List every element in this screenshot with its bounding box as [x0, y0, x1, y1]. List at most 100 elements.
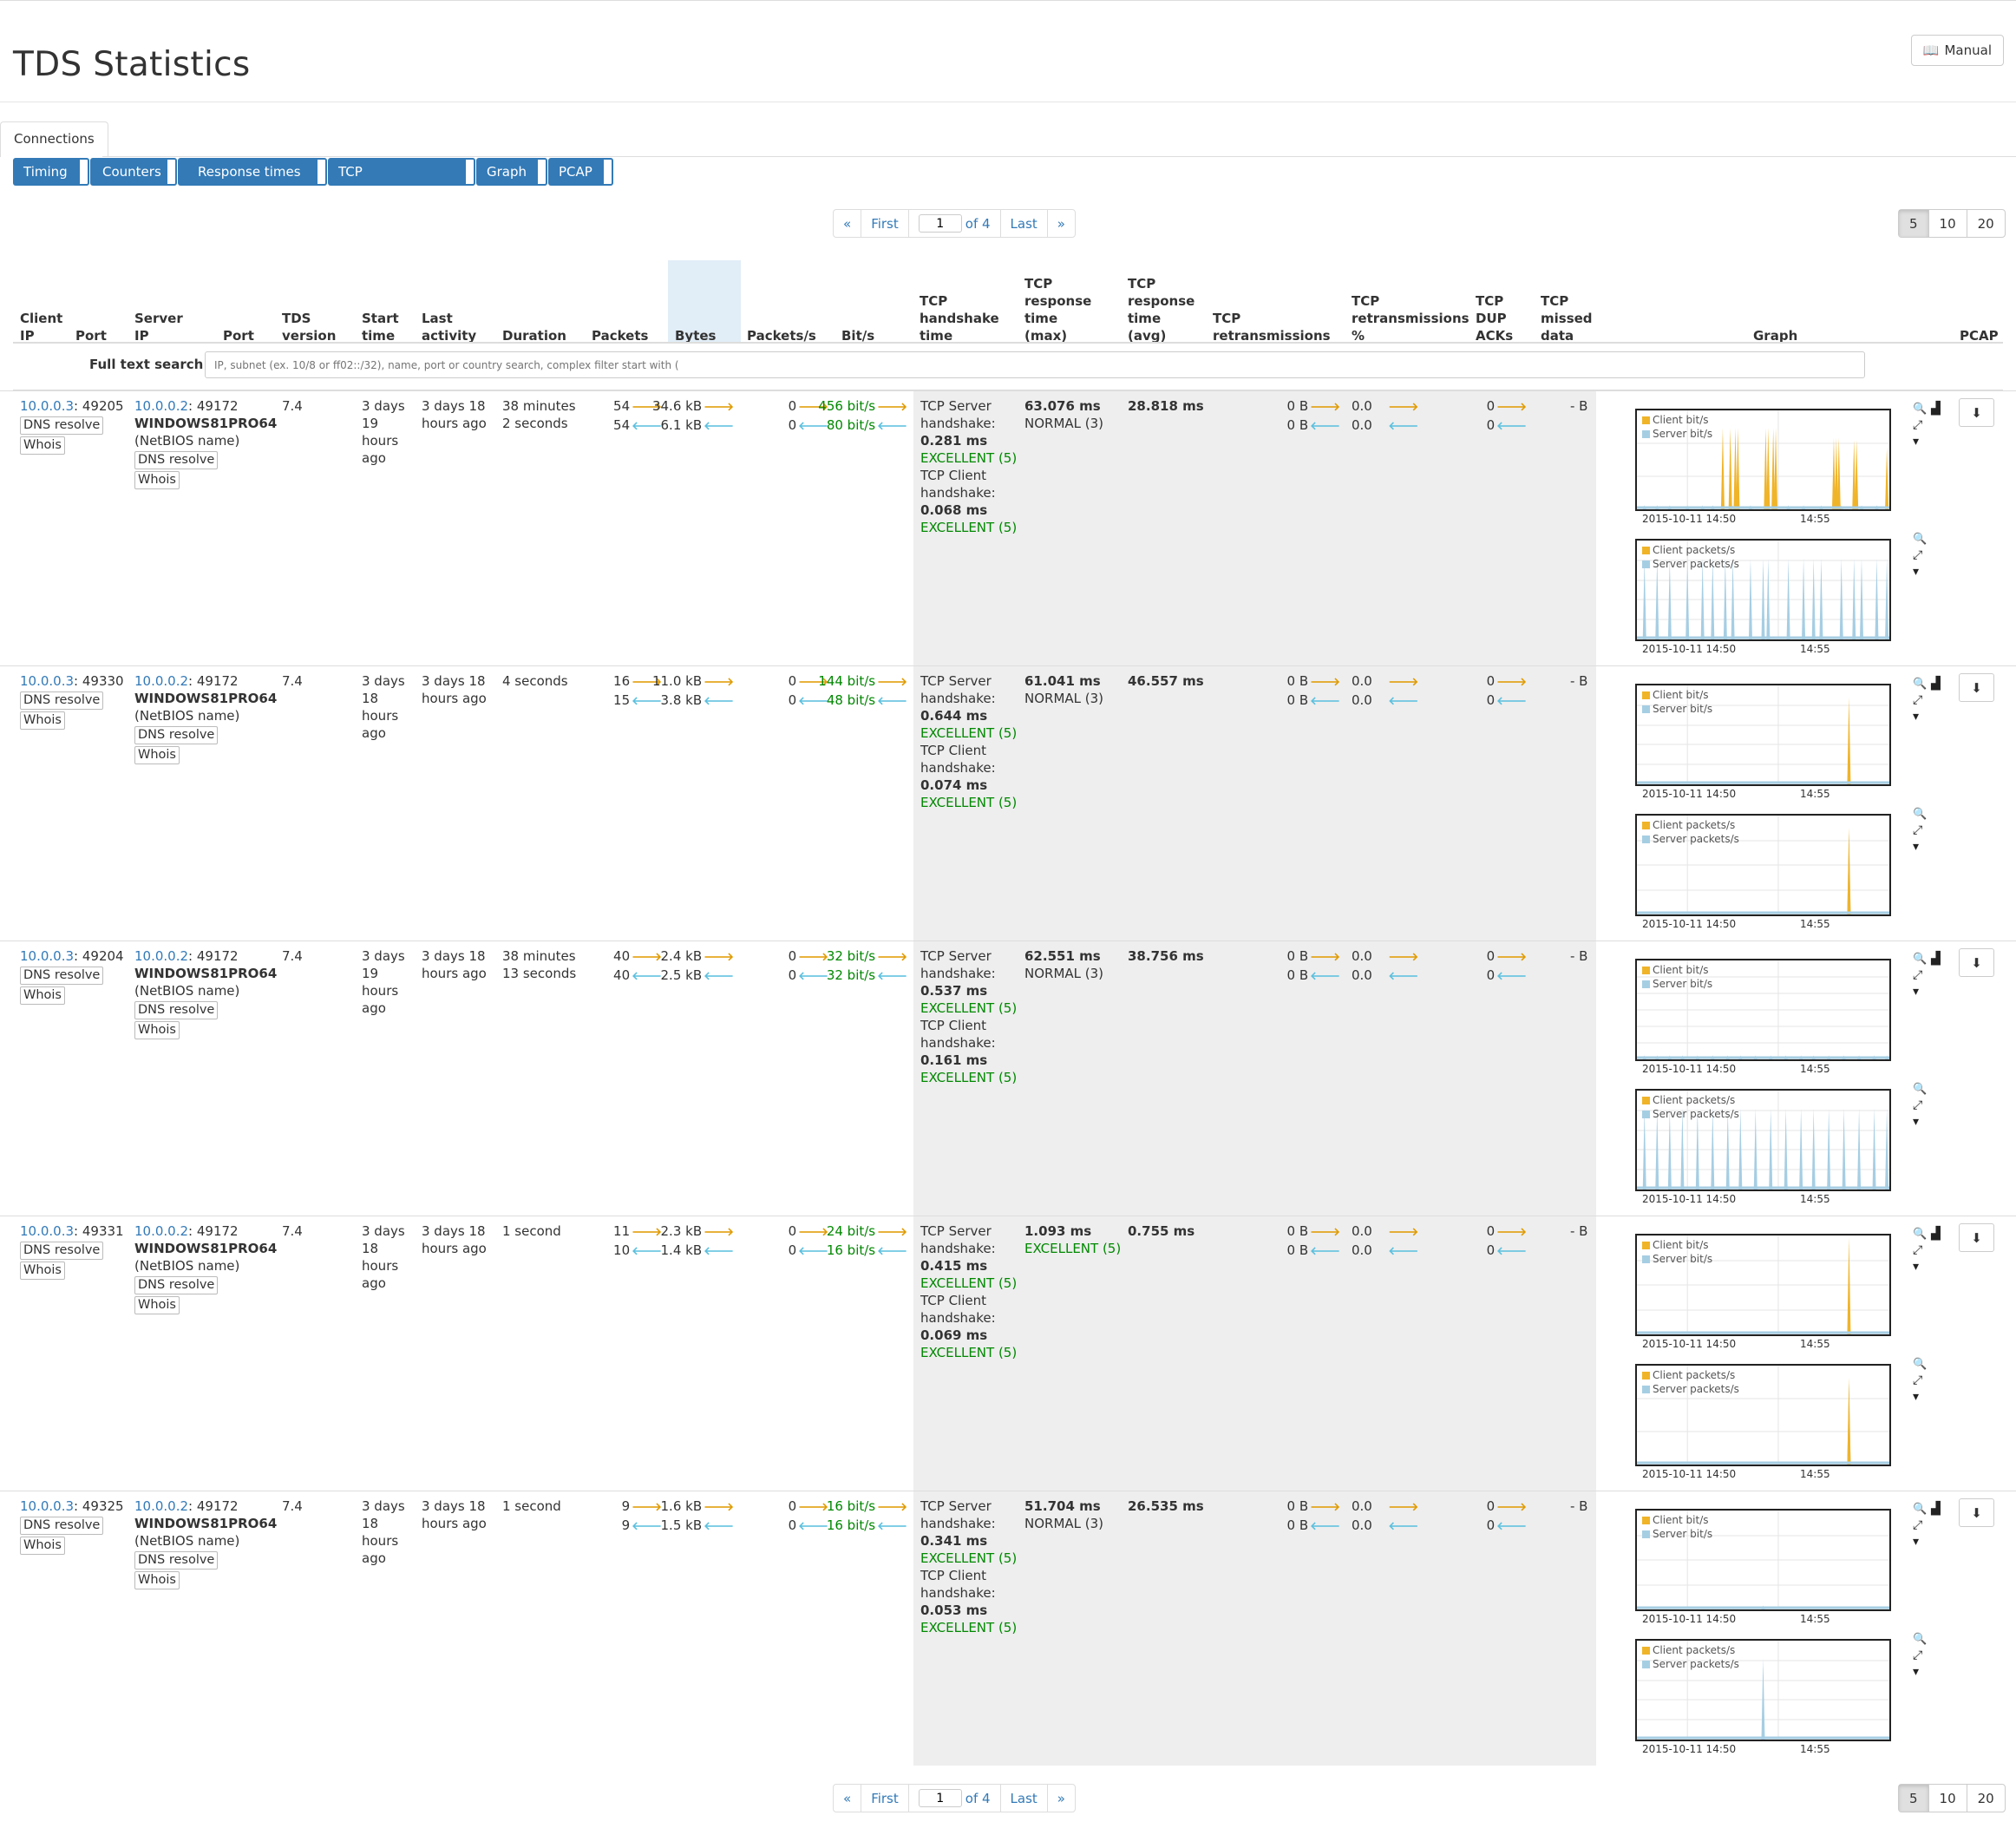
- column-header-tds[interactable]: TDS version: [282, 310, 336, 344]
- dropdown-icon[interactable]: ▾: [1913, 710, 1920, 724]
- search-input[interactable]: [205, 351, 1865, 378]
- dns-resolve-button[interactable]: DNS resolve: [134, 1551, 219, 1570]
- fullscreen-icon[interactable]: ⤢: [1913, 968, 1923, 982]
- dropdown-icon[interactable]: ▾: [1913, 565, 1920, 579]
- pcap-download-button[interactable]: ⬇: [1959, 398, 1994, 427]
- page-size-5[interactable]: 5: [1899, 210, 1929, 237]
- first-page-button[interactable]: First: [861, 210, 909, 237]
- fullscreen-icon[interactable]: ⤢: [1913, 548, 1923, 562]
- column-header-packets[interactable]: Packets: [592, 327, 648, 344]
- server-ip-link[interactable]: 10.0.0.2: [134, 1498, 189, 1514]
- chart-type-icon[interactable]: ▟: [1931, 1227, 1941, 1241]
- column-header-handshake[interactable]: TCP handshake time: [920, 292, 999, 344]
- column-header-rt_max[interactable]: TCP response time (max): [1024, 275, 1091, 344]
- graph-packets[interactable]: Client packets/s Server packets/s: [1635, 539, 1891, 641]
- first-page-button[interactable]: First: [861, 1785, 909, 1812]
- fullscreen-icon[interactable]: ⤢: [1913, 823, 1923, 837]
- zoom-icon[interactable]: 🔍: [1913, 1503, 1928, 1516]
- column-header-bytes[interactable]: Bytes: [675, 327, 716, 344]
- server-ip-link[interactable]: 10.0.0.2: [134, 398, 189, 414]
- fullscreen-icon[interactable]: ⤢: [1913, 1518, 1923, 1532]
- manual-button[interactable]: 📖 Manual: [1910, 35, 2004, 66]
- column-header-missed[interactable]: TCP missed data: [1541, 292, 1593, 344]
- tcp-retransmissions-button[interactable]: TCP Retransmissions: [328, 158, 464, 207]
- dropdown-icon[interactable]: ▾: [1913, 840, 1920, 854]
- graph-bits[interactable]: Client bit/s Server bit/s: [1635, 959, 1891, 1061]
- dropdown-icon[interactable]: ▾: [1913, 435, 1920, 449]
- page-input[interactable]: [918, 214, 962, 233]
- column-header-bps[interactable]: Bit/s: [841, 327, 874, 344]
- graph-bits[interactable]: Client bit/s Server bit/s: [1635, 1509, 1891, 1611]
- page-size-5[interactable]: 5: [1899, 1785, 1929, 1812]
- last-page-button[interactable]: Last: [1001, 1785, 1048, 1812]
- pcap-download-button[interactable]: ⬇: [1959, 948, 1994, 977]
- zoom-icon[interactable]: 🔍: [1913, 533, 1928, 546]
- column-header-last[interactable]: Last activity: [422, 310, 476, 344]
- zoom-icon[interactable]: 🔍: [1913, 678, 1928, 691]
- chart-type-icon[interactable]: ▟: [1931, 1502, 1941, 1516]
- client-ip-link[interactable]: 10.0.0.3: [20, 1498, 75, 1514]
- graph-packets[interactable]: Client packets/s Server packets/s: [1635, 1639, 1891, 1741]
- zoom-icon[interactable]: 🔍: [1913, 1228, 1928, 1241]
- dropdown-icon[interactable]: ▾: [1913, 1535, 1920, 1549]
- dropdown-icon[interactable]: ▾: [1913, 1665, 1920, 1679]
- column-header-retrans[interactable]: TCP retransmissions: [1213, 310, 1331, 344]
- timing-button[interactable]: Timing: [13, 158, 78, 186]
- dns-resolve-button[interactable]: DNS resolve: [134, 1001, 219, 1019]
- zoom-icon[interactable]: 🔍: [1913, 1358, 1928, 1371]
- fullscreen-icon[interactable]: ⤢: [1913, 693, 1923, 707]
- whois-button[interactable]: Whois: [20, 1537, 65, 1555]
- graph-toggle[interactable]: [536, 158, 547, 186]
- counters-toggle[interactable]: [166, 158, 177, 186]
- client-ip-link[interactable]: 10.0.0.3: [20, 948, 75, 964]
- column-header-server_port[interactable]: Port: [223, 327, 254, 344]
- server-ip-link[interactable]: 10.0.0.2: [134, 673, 189, 689]
- dns-resolve-button[interactable]: DNS resolve: [20, 1517, 104, 1535]
- whois-button[interactable]: Whois: [134, 1296, 180, 1314]
- zoom-icon[interactable]: 🔍: [1913, 808, 1928, 821]
- response-times-button[interactable]: Response times: [178, 158, 316, 186]
- dns-resolve-button[interactable]: DNS resolve: [134, 451, 219, 469]
- whois-button[interactable]: Whois: [20, 1262, 65, 1280]
- column-header-retrans_pct[interactable]: TCP retransmissions%: [1352, 292, 1469, 344]
- zoom-icon[interactable]: 🔍: [1913, 953, 1928, 966]
- column-header-port[interactable]: Port: [75, 327, 107, 344]
- whois-button[interactable]: Whois: [134, 1571, 180, 1589]
- graph-bits[interactable]: Client bit/s Server bit/s: [1635, 684, 1891, 786]
- column-header-graph[interactable]: Graph: [1753, 327, 1797, 344]
- dns-resolve-button[interactable]: DNS resolve: [20, 1242, 104, 1260]
- whois-button[interactable]: Whois: [20, 436, 65, 455]
- client-ip-link[interactable]: 10.0.0.3: [20, 1223, 75, 1239]
- dropdown-icon[interactable]: ▾: [1913, 985, 1920, 999]
- graph-bits[interactable]: Client bit/s Server bit/s: [1635, 1234, 1891, 1336]
- fullscreen-icon[interactable]: ⤢: [1913, 418, 1923, 432]
- page-size-20[interactable]: 20: [1977, 1790, 1994, 1806]
- whois-button[interactable]: Whois: [134, 471, 180, 489]
- next-page-button[interactable]: »: [1057, 1790, 1065, 1806]
- chart-type-icon[interactable]: ▟: [1931, 402, 1941, 416]
- whois-button[interactable]: Whois: [20, 711, 65, 730]
- prev-page-button[interactable]: «: [834, 210, 862, 237]
- fullscreen-icon[interactable]: ⤢: [1913, 1648, 1923, 1662]
- column-header-client_ip[interactable]: Client IP: [20, 310, 62, 344]
- pcap-button[interactable]: PCAP: [548, 158, 602, 186]
- chart-type-icon[interactable]: ▟: [1931, 952, 1941, 966]
- fullscreen-icon[interactable]: ⤢: [1913, 1243, 1923, 1257]
- client-ip-link[interactable]: 10.0.0.3: [20, 398, 75, 414]
- column-header-server_ip[interactable]: Server IP: [134, 310, 183, 344]
- next-page-button[interactable]: »: [1057, 215, 1065, 232]
- last-page-button[interactable]: Last: [1001, 210, 1048, 237]
- pcap-download-button[interactable]: ⬇: [1959, 673, 1994, 702]
- prev-page-button[interactable]: «: [834, 1785, 862, 1812]
- page-size-10[interactable]: 10: [1929, 1785, 1967, 1812]
- column-header-pps[interactable]: Packets/s: [747, 327, 816, 344]
- dropdown-icon[interactable]: ▾: [1913, 1390, 1920, 1404]
- whois-button[interactable]: Whois: [134, 1021, 180, 1039]
- dropdown-icon[interactable]: ▾: [1913, 1260, 1920, 1274]
- whois-button[interactable]: Whois: [20, 986, 65, 1005]
- server-ip-link[interactable]: 10.0.0.2: [134, 948, 189, 964]
- tcp-retransmissions-toggle[interactable]: [464, 158, 475, 186]
- graph-button[interactable]: Graph: [476, 158, 536, 186]
- graph-packets[interactable]: Client packets/s Server packets/s: [1635, 1089, 1891, 1191]
- fullscreen-icon[interactable]: ⤢: [1913, 1098, 1923, 1112]
